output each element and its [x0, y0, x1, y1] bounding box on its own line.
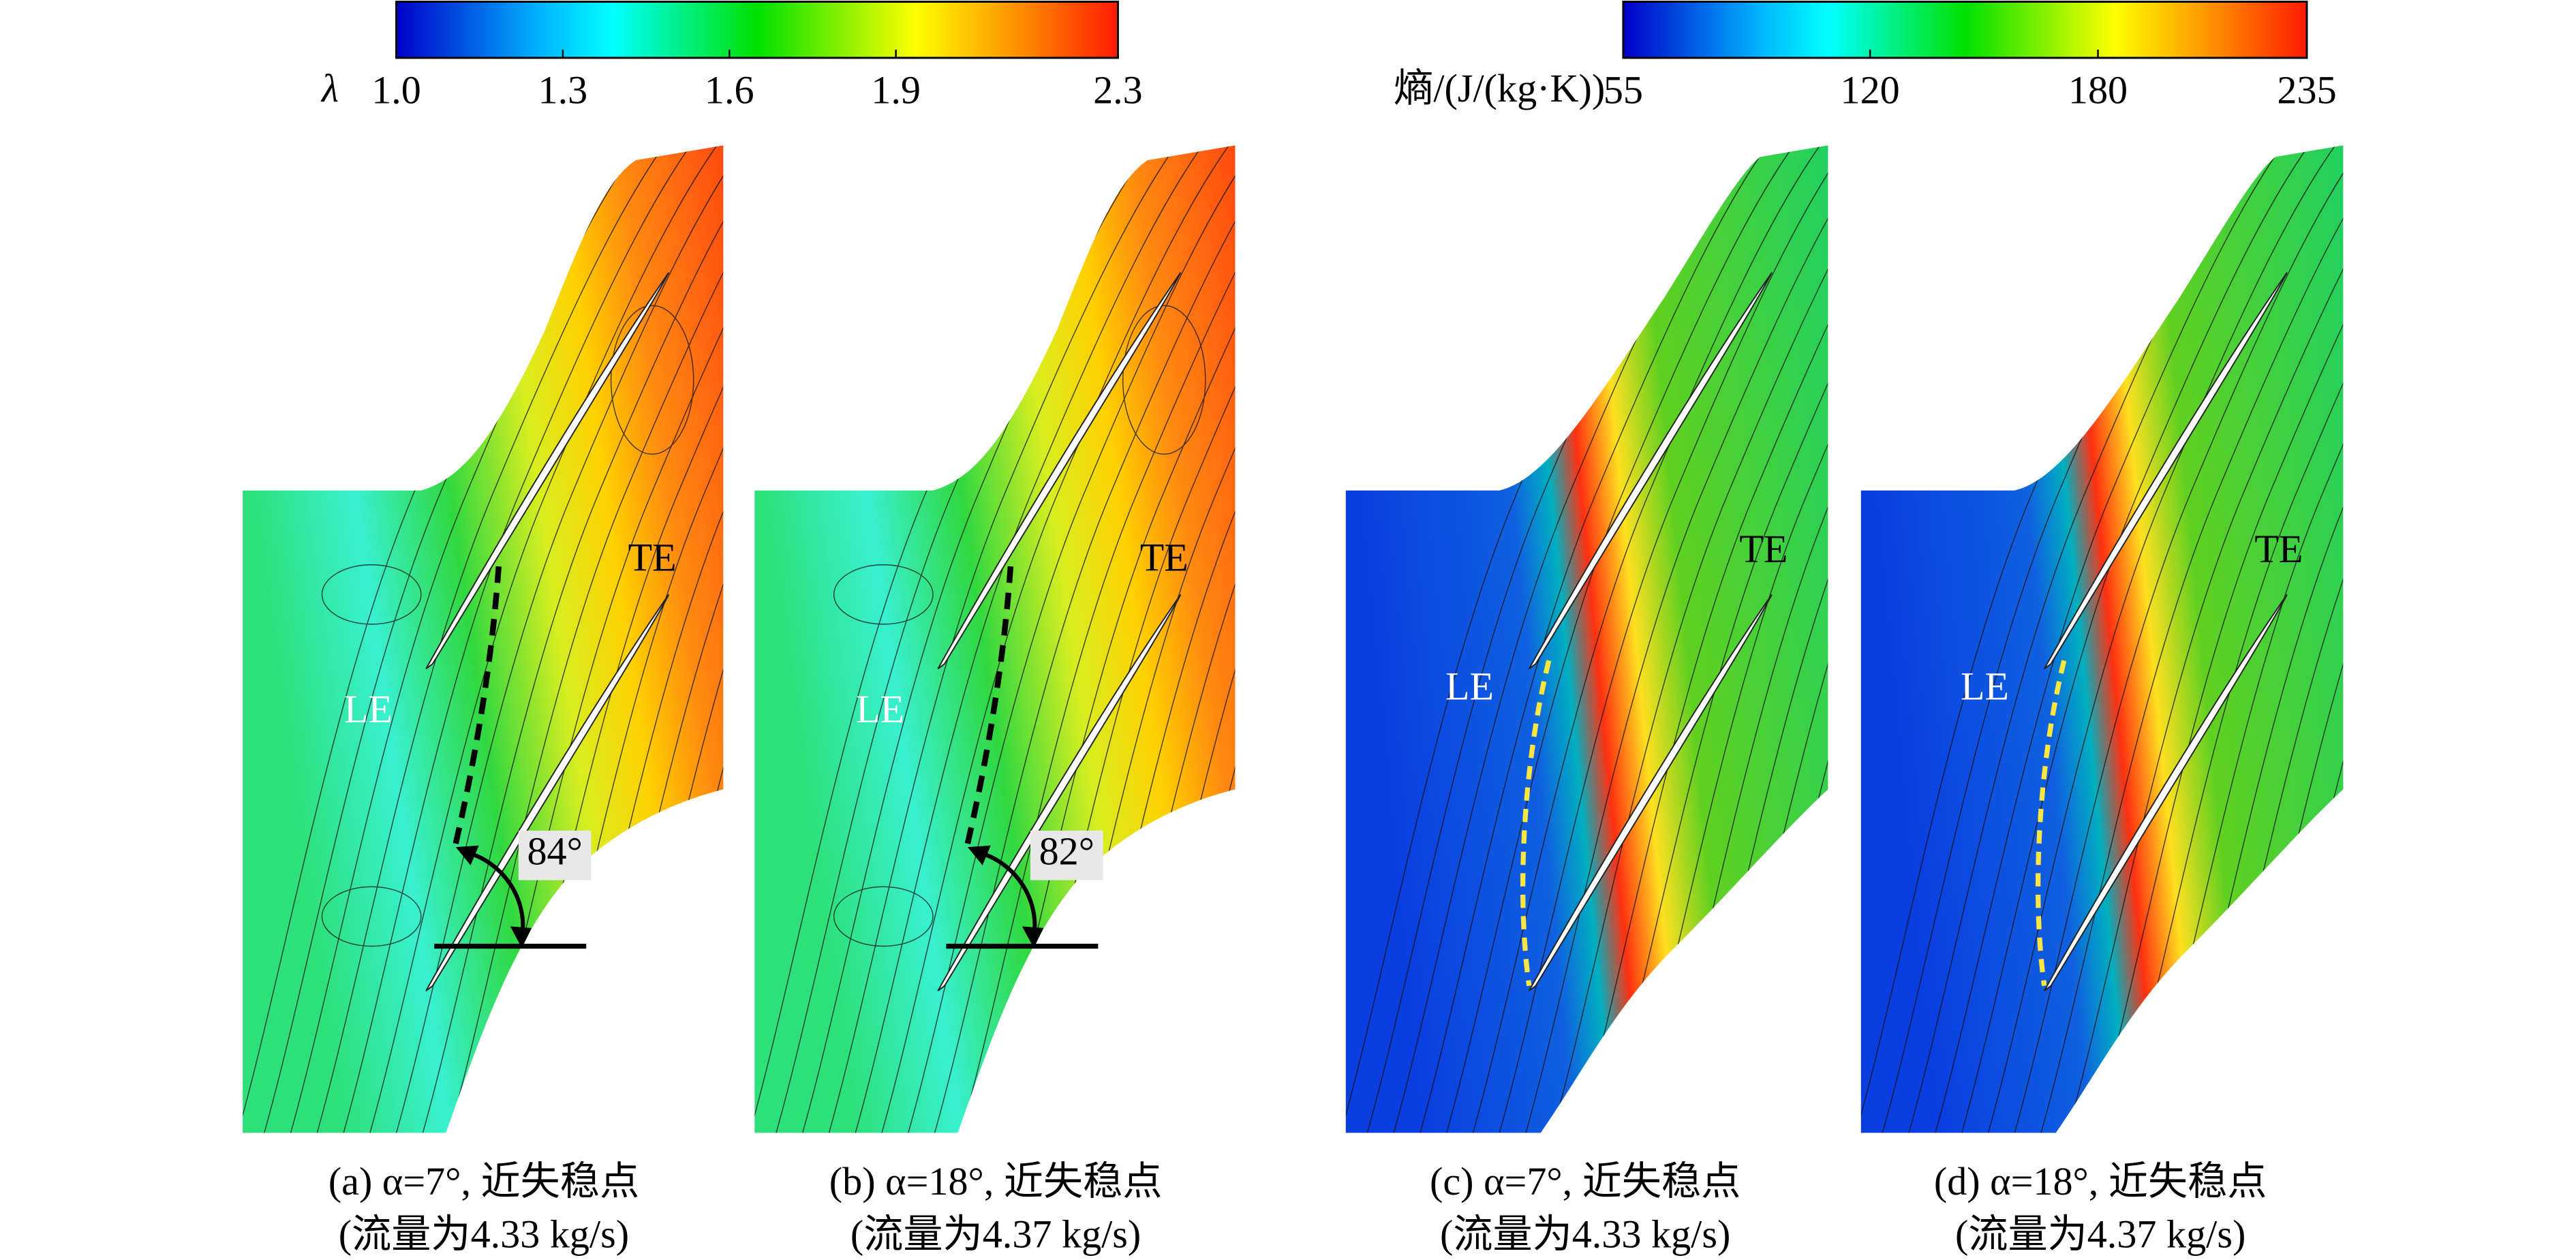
contour-line: [389, 145, 724, 1133]
panel: LE TE (c) α=7°, 近失稳点 (流量为4.33 kg/s): [1345, 145, 1828, 1257]
colorbar-scale: [1622, 1, 2308, 59]
contour-line: [1492, 145, 1828, 1133]
contour-field: [243, 145, 724, 1133]
contour-field: [754, 145, 1236, 1133]
contour-line: [1413, 145, 1777, 1133]
contour-line: [610, 305, 694, 455]
separation-line: [2035, 660, 2067, 987]
trailing-edge-label: TE: [1140, 535, 1189, 579]
leading-edge-label: LE: [1961, 664, 2009, 708]
contour-line: [874, 145, 1236, 1133]
contour-line: [2351, 132, 2576, 1156]
colorbar-tick-label: 2.3: [1093, 68, 1143, 112]
contour-line: [2007, 145, 2344, 1133]
colorbar-tick-label: 1.3: [538, 68, 588, 112]
leading-edge-label: LE: [856, 687, 904, 731]
angle-arc: [465, 850, 525, 938]
contour-line: [321, 564, 422, 625]
arrow-head: [455, 845, 479, 865]
contour-line: [833, 886, 934, 947]
contour-line: [1518, 145, 1828, 1133]
contour-line: [321, 886, 422, 947]
colorbar-label: λ: [320, 66, 339, 110]
contour-line: [927, 145, 1236, 1133]
contour-line: [2034, 145, 2344, 1133]
colorbar-tick-label: 120: [1841, 68, 1900, 112]
blade: [1528, 594, 1773, 992]
colorbar: 熵/(J/(kg·K))55 120 180 235: [1394, 1, 2337, 112]
contour-field: [1860, 145, 2344, 1133]
contour-line: [2060, 145, 2344, 1133]
contour-line: [1571, 145, 1828, 1133]
panel: LE TE 82° (b) α=18°, 近失稳点 (流量为4.37 kg/s): [754, 145, 1236, 1257]
caption: (a) α=7°, 近失稳点: [328, 1159, 639, 1203]
contour-line: [1980, 145, 2344, 1133]
contour-line: [1122, 305, 1206, 455]
angle-box: [518, 830, 592, 880]
blade: [937, 594, 1182, 992]
trailing-edge-label: TE: [1739, 527, 1788, 571]
contour-line: [901, 145, 1236, 1133]
caption: (流量为4.37 kg/s): [850, 1212, 1141, 1257]
contour-line: [821, 145, 1186, 1133]
arrow-head: [1022, 926, 1044, 948]
colorbar-tick-label: 55: [1604, 68, 1643, 112]
contour-line: [363, 145, 724, 1133]
contour-line: [309, 145, 675, 1133]
colorbar-tick-label: 180: [2068, 68, 2128, 112]
caption: (流量为4.33 kg/s): [1440, 1212, 1730, 1257]
panel: LE TE 84° (a) α=7°, 近失稳点 (流量为4.33 kg/s): [243, 145, 724, 1257]
angle-box: [1030, 830, 1103, 880]
separation-line: [1520, 660, 1552, 987]
leading-edge-label: LE: [1445, 664, 1494, 708]
contour-line: [2404, 132, 2576, 1156]
leading-edge-label: LE: [344, 687, 393, 731]
contour-line: [283, 145, 648, 1133]
contour-line: [2324, 145, 2344, 1133]
colorbar: λ 1.0 1.3 1.6 1.9 2.3: [320, 1, 1143, 112]
trailing-edge-label: TE: [628, 535, 677, 579]
colorbar-tick-label: 235: [2277, 68, 2336, 112]
angle-arc: [977, 850, 1037, 938]
panel: LE TE (d) α=18°, 近失稳点 (流量为4.37 kg/s): [1860, 132, 2576, 1257]
contour-line: [442, 145, 724, 1133]
blade: [1528, 272, 1773, 670]
blade: [425, 272, 670, 670]
arrow-head: [967, 845, 991, 865]
contour-line: [2378, 132, 2576, 1156]
colorbar-tick-label: 1.9: [871, 68, 921, 112]
contour-line: [2087, 145, 2344, 1133]
blade: [2043, 594, 2288, 992]
caption: (流量为4.33 kg/s): [339, 1212, 629, 1257]
blade: [425, 594, 670, 992]
contour-line: [1465, 145, 1828, 1133]
arrow-head: [510, 926, 532, 948]
contour-line: [415, 145, 724, 1133]
contour-line: [953, 145, 1236, 1133]
angle-label: 84°: [527, 829, 582, 874]
caption: (d) α=18°, 近失稳点: [1934, 1159, 2267, 1203]
blade: [2043, 272, 2288, 670]
caption: (c) α=7°, 近失稳点: [1430, 1159, 1741, 1203]
angle-label: 82°: [1039, 829, 1094, 874]
colorbar-scale: [395, 1, 1119, 59]
contour-line: [795, 145, 1160, 1133]
contour-line: [1928, 145, 2293, 1133]
trailing-edge-label: TE: [2254, 527, 2303, 571]
caption: (b) α=18°, 近失稳点: [829, 1159, 1163, 1203]
colorbar-tick-label: 1.0: [371, 68, 421, 112]
contour-line: [1545, 145, 1828, 1133]
colorbar-label: 熵/(J/(kg·K)): [1394, 66, 1605, 110]
contour-line: [833, 564, 934, 625]
blade: [937, 272, 1182, 670]
throat-line: [963, 566, 1014, 851]
throat-line: [451, 566, 502, 851]
contour-field: [1345, 145, 1828, 1133]
caption: (流量为4.37 kg/s): [1955, 1212, 2245, 1257]
colorbar-tick-label: 1.6: [705, 68, 754, 112]
